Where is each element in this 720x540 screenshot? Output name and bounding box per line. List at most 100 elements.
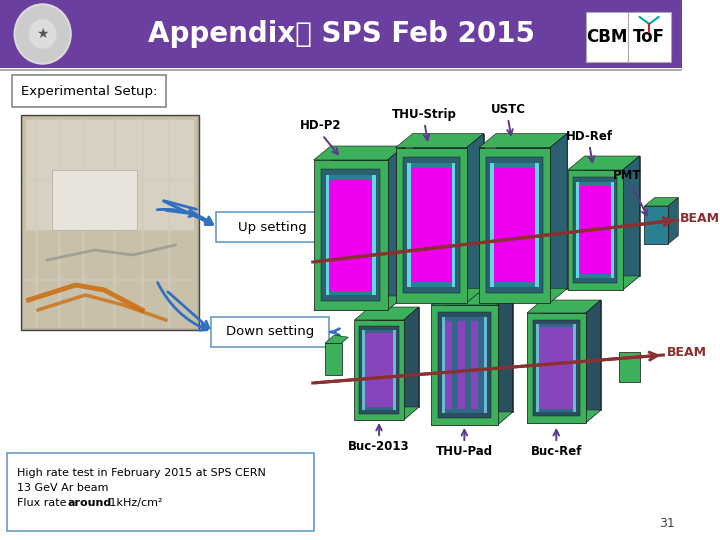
Text: USTC: USTC (490, 103, 526, 116)
Polygon shape (527, 300, 600, 313)
Polygon shape (330, 146, 405, 296)
Polygon shape (533, 320, 580, 416)
Text: 1kHz/cm²: 1kHz/cm² (106, 498, 163, 508)
Polygon shape (573, 324, 576, 412)
Polygon shape (407, 163, 410, 287)
Polygon shape (527, 313, 585, 423)
Polygon shape (644, 198, 678, 206)
Polygon shape (623, 156, 639, 290)
Polygon shape (577, 182, 614, 278)
Polygon shape (585, 300, 600, 423)
FancyBboxPatch shape (0, 0, 683, 68)
Polygon shape (486, 157, 543, 293)
Polygon shape (446, 292, 513, 412)
Polygon shape (431, 412, 513, 425)
Text: around: around (67, 498, 112, 508)
Polygon shape (536, 324, 576, 412)
Text: Buc-2013: Buc-2013 (348, 440, 410, 453)
Circle shape (30, 20, 56, 48)
Polygon shape (438, 312, 491, 418)
Polygon shape (585, 156, 639, 276)
Polygon shape (479, 288, 567, 302)
Polygon shape (354, 307, 419, 320)
Text: Buc-Ref: Buc-Ref (531, 445, 582, 458)
Text: ToF: ToF (633, 28, 665, 46)
Text: Appendix： SPS Feb 2015: Appendix： SPS Feb 2015 (148, 20, 535, 48)
FancyBboxPatch shape (216, 212, 329, 242)
Polygon shape (354, 407, 419, 420)
Text: PMT: PMT (613, 169, 642, 182)
Polygon shape (325, 175, 376, 295)
Text: THU-Pad: THU-Pad (436, 445, 493, 458)
Polygon shape (494, 167, 535, 282)
FancyBboxPatch shape (325, 343, 342, 375)
Polygon shape (362, 330, 396, 410)
Text: HD-P2: HD-P2 (300, 119, 341, 132)
Polygon shape (396, 133, 484, 147)
Text: BEAM: BEAM (680, 212, 719, 225)
FancyBboxPatch shape (644, 206, 668, 244)
Text: 13 GeV Ar beam: 13 GeV Ar beam (17, 483, 109, 493)
Polygon shape (442, 317, 445, 413)
Polygon shape (535, 163, 539, 287)
Polygon shape (452, 163, 455, 287)
Text: Down setting: Down setting (226, 326, 314, 339)
FancyBboxPatch shape (212, 317, 329, 347)
Polygon shape (314, 296, 405, 310)
Polygon shape (567, 170, 623, 290)
Polygon shape (362, 330, 365, 410)
Text: High rate test in February 2015 at SPS CERN: High rate test in February 2015 at SPS C… (17, 468, 266, 478)
FancyBboxPatch shape (52, 170, 138, 230)
Text: HD-Ref: HD-Ref (566, 130, 613, 143)
Polygon shape (404, 307, 419, 420)
Polygon shape (498, 292, 513, 425)
Polygon shape (314, 146, 405, 160)
Polygon shape (360, 320, 374, 405)
FancyBboxPatch shape (26, 120, 194, 230)
Polygon shape (359, 326, 399, 414)
Polygon shape (369, 307, 419, 407)
Polygon shape (321, 169, 380, 301)
Polygon shape (354, 320, 404, 420)
Polygon shape (396, 147, 467, 302)
Polygon shape (413, 133, 484, 288)
Polygon shape (577, 182, 579, 278)
Polygon shape (668, 198, 678, 244)
Polygon shape (442, 317, 487, 413)
Polygon shape (407, 163, 455, 287)
Polygon shape (410, 167, 452, 282)
Polygon shape (542, 300, 600, 410)
FancyBboxPatch shape (12, 75, 166, 107)
Polygon shape (396, 288, 484, 302)
Polygon shape (479, 133, 567, 147)
Polygon shape (579, 186, 611, 274)
Circle shape (16, 6, 69, 62)
Polygon shape (325, 175, 329, 295)
Polygon shape (484, 317, 487, 413)
Polygon shape (372, 175, 376, 295)
Polygon shape (567, 156, 639, 170)
Polygon shape (458, 321, 464, 409)
Polygon shape (527, 410, 600, 423)
FancyBboxPatch shape (585, 12, 671, 62)
Text: Experimental Setup:: Experimental Setup: (21, 84, 157, 98)
Text: 31: 31 (659, 517, 675, 530)
Polygon shape (567, 276, 639, 290)
Text: CBM: CBM (586, 28, 627, 46)
FancyBboxPatch shape (23, 117, 197, 328)
Polygon shape (314, 160, 387, 310)
Polygon shape (471, 321, 477, 409)
Text: THU-Strip: THU-Strip (392, 108, 457, 121)
Polygon shape (467, 133, 484, 302)
Text: Up setting: Up setting (238, 220, 306, 233)
Polygon shape (573, 177, 617, 283)
FancyBboxPatch shape (618, 352, 639, 382)
Polygon shape (479, 147, 550, 302)
Polygon shape (402, 157, 459, 293)
Polygon shape (496, 133, 567, 288)
FancyBboxPatch shape (21, 115, 199, 330)
Polygon shape (329, 179, 372, 291)
Text: ★: ★ (37, 27, 49, 41)
Polygon shape (325, 335, 348, 345)
Polygon shape (393, 330, 396, 410)
